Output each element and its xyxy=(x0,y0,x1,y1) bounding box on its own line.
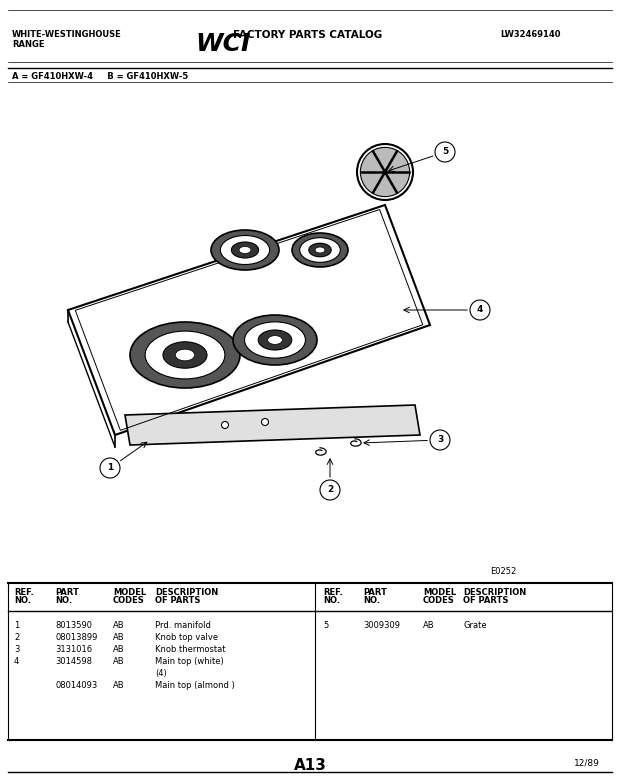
Text: NO.: NO. xyxy=(323,596,340,605)
Text: 12/89: 12/89 xyxy=(574,758,600,767)
Text: REF.: REF. xyxy=(14,588,33,597)
Ellipse shape xyxy=(175,350,195,361)
Text: WCI: WCI xyxy=(195,32,250,56)
Text: Prd. manifold: Prd. manifold xyxy=(155,621,211,630)
Ellipse shape xyxy=(268,335,282,344)
Text: 08014093: 08014093 xyxy=(55,681,97,690)
Text: 3014598: 3014598 xyxy=(55,657,92,666)
Ellipse shape xyxy=(292,233,348,267)
Ellipse shape xyxy=(220,235,270,264)
Text: PART: PART xyxy=(55,588,79,597)
Circle shape xyxy=(430,430,450,450)
Text: 1: 1 xyxy=(107,464,113,472)
Text: NO.: NO. xyxy=(363,596,380,605)
Text: AB: AB xyxy=(113,657,125,666)
Text: AB: AB xyxy=(113,681,125,690)
Ellipse shape xyxy=(130,322,240,388)
Text: A = GF410HXW-4     B = GF410HXW-5: A = GF410HXW-4 B = GF410HXW-5 xyxy=(12,72,188,81)
Text: WHITE-WESTINGHOUSE: WHITE-WESTINGHOUSE xyxy=(12,30,122,39)
Text: OF PARTS: OF PARTS xyxy=(155,596,200,605)
Ellipse shape xyxy=(239,246,251,253)
Text: (4): (4) xyxy=(155,669,167,678)
Text: CODES: CODES xyxy=(423,596,454,605)
Circle shape xyxy=(360,147,410,196)
Text: Main top (white): Main top (white) xyxy=(155,657,224,666)
Text: DESCRIPTION: DESCRIPTION xyxy=(463,588,526,597)
Text: Knob thermostat: Knob thermostat xyxy=(155,645,226,654)
Text: Main top (almond ): Main top (almond ) xyxy=(155,681,235,690)
Text: NO.: NO. xyxy=(55,596,72,605)
Ellipse shape xyxy=(211,230,279,270)
Text: CODES: CODES xyxy=(113,596,144,605)
Text: MODEL: MODEL xyxy=(113,588,146,597)
Text: 3131016: 3131016 xyxy=(55,645,92,654)
Circle shape xyxy=(100,458,120,478)
Text: RANGE: RANGE xyxy=(12,40,45,49)
Text: 5: 5 xyxy=(323,621,328,630)
Text: 4: 4 xyxy=(477,306,483,314)
Circle shape xyxy=(357,144,413,200)
Text: 8013590: 8013590 xyxy=(55,621,92,630)
Text: AB: AB xyxy=(423,621,435,630)
Text: REF.: REF. xyxy=(323,588,343,597)
Ellipse shape xyxy=(299,238,340,262)
Text: OF PARTS: OF PARTS xyxy=(463,596,508,605)
Text: NO.: NO. xyxy=(14,596,31,605)
Ellipse shape xyxy=(145,331,225,379)
Circle shape xyxy=(470,300,490,320)
Text: AB: AB xyxy=(113,633,125,642)
Circle shape xyxy=(221,421,229,429)
Text: FACTORY PARTS CATALOG: FACTORY PARTS CATALOG xyxy=(233,30,383,40)
Text: A13: A13 xyxy=(293,758,327,773)
Text: PART: PART xyxy=(363,588,387,597)
Ellipse shape xyxy=(315,247,325,253)
Ellipse shape xyxy=(231,242,259,258)
Ellipse shape xyxy=(244,322,306,358)
Circle shape xyxy=(320,480,340,500)
Circle shape xyxy=(262,418,268,425)
Text: 2: 2 xyxy=(327,486,333,494)
Ellipse shape xyxy=(233,315,317,365)
Polygon shape xyxy=(125,405,420,445)
Ellipse shape xyxy=(258,330,292,350)
Text: AB: AB xyxy=(113,621,125,630)
Text: 3009309: 3009309 xyxy=(363,621,400,630)
Text: DESCRIPTION: DESCRIPTION xyxy=(155,588,218,597)
Text: AB: AB xyxy=(113,645,125,654)
Text: 3: 3 xyxy=(437,436,443,444)
Text: Knob top valve: Knob top valve xyxy=(155,633,218,642)
Text: LW32469140: LW32469140 xyxy=(500,30,560,39)
Ellipse shape xyxy=(309,243,331,256)
Polygon shape xyxy=(68,205,430,435)
Text: 5: 5 xyxy=(442,148,448,156)
Text: Grate: Grate xyxy=(463,621,487,630)
Text: 2: 2 xyxy=(14,633,19,642)
Text: 4: 4 xyxy=(14,657,19,666)
Text: MODEL: MODEL xyxy=(423,588,456,597)
Circle shape xyxy=(435,142,455,162)
Text: 3: 3 xyxy=(14,645,19,654)
Text: E0252: E0252 xyxy=(490,567,516,576)
Text: 1: 1 xyxy=(14,621,19,630)
Ellipse shape xyxy=(163,342,207,368)
Text: 08013899: 08013899 xyxy=(55,633,97,642)
